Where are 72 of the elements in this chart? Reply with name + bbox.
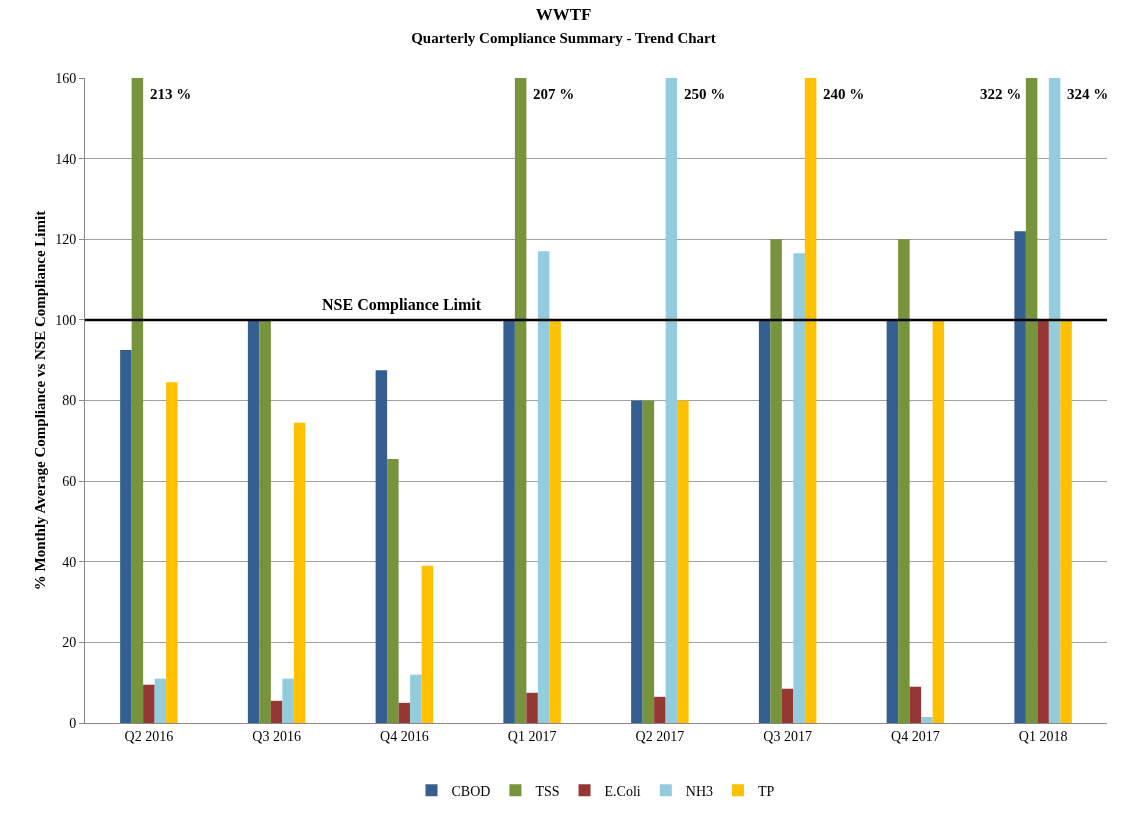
bar [898,239,910,723]
bar [932,319,945,723]
bar [758,319,771,723]
y-tick-label: 160 [55,70,77,86]
bar [642,400,655,723]
bar [259,319,271,723]
bar [282,678,294,723]
annotation: 322 % [980,86,1022,102]
bar [537,251,550,723]
chart-subtitle: Quarterly Compliance Summary - Trend Chart [411,29,716,46]
bar [770,239,782,723]
x-tick-label: Q2 2017 [635,728,685,744]
annotation: 240 % [823,86,865,102]
x-tick-label: Q1 2017 [507,728,557,744]
bar [410,674,422,723]
bar [514,78,527,723]
bar [909,686,922,723]
bar [665,78,678,723]
y-tick-label: 80 [62,393,77,409]
y-tick-label: 60 [62,474,77,490]
legend-label: TSS [535,783,560,799]
chart-title: WWTF [535,5,592,25]
legend-label: E.Coli [604,783,641,799]
annotation: 213 % [150,86,192,102]
bar [1014,231,1026,723]
y-tick-label: 40 [62,554,77,570]
legend-label: NH3 [685,783,714,799]
bar [503,319,515,723]
bar [270,700,283,723]
x-tick-label: Q1 2018 [1018,728,1068,744]
bar [1060,319,1072,723]
annotation: 324 % [1067,86,1109,102]
bar [631,400,643,723]
legend-label: CBOD [451,783,491,799]
bar [804,78,817,723]
y-tick-label: 100 [55,312,77,328]
bar [375,370,388,723]
bar [526,692,538,723]
annotation: 250 % [684,86,726,102]
y-tick-label: 120 [55,232,77,248]
y-tick-label: 20 [62,635,77,651]
annotation: 207 % [533,86,575,102]
y-tick-label: 0 [69,715,77,731]
bar [247,319,260,723]
legend-label: TP [758,783,775,799]
bar [387,458,399,723]
bar [143,684,155,723]
bar [154,678,167,723]
bar [549,319,561,723]
x-tick-label: Q4 2017 [891,728,940,744]
bar [1037,319,1049,723]
bar [1048,78,1061,723]
bar [293,422,306,723]
bar [921,716,933,723]
bar [421,565,434,723]
bar [120,350,132,723]
bar [1025,78,1038,723]
x-tick-label: Q3 2017 [763,728,812,744]
y-tick-label: 140 [55,151,77,167]
x-tick-label: Q3 2016 [252,728,301,744]
x-tick-label: Q4 2016 [380,728,429,744]
bar [886,319,899,723]
x-tick-label: Q2 2016 [124,728,174,744]
bar [654,696,666,723]
ref-line-label: NSE Compliance Limit [322,296,482,314]
y-axis-title: % Monthly Average Compliance vs NSE Compliance Limit [32,210,48,591]
bar [131,78,144,723]
bar [166,382,178,723]
bar [781,688,794,723]
bar [398,702,411,723]
bar [677,400,689,723]
bar [793,253,805,723]
